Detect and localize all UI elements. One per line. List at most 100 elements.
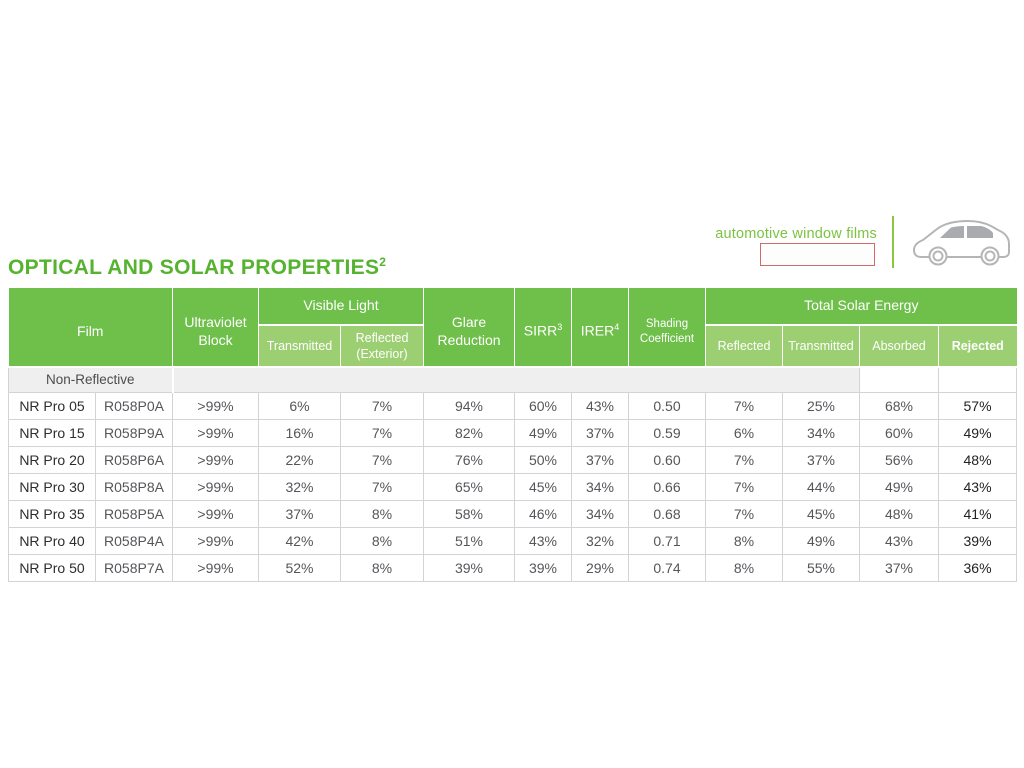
tse-reflected-cell: 7%: [705, 445, 783, 474]
tse-rejected-cell: 57%: [937, 391, 1018, 420]
sirr-cell: 45%: [514, 472, 572, 501]
film-name-cell: NR Pro 15: [8, 418, 96, 447]
glare-reduction-cell: 58%: [423, 499, 515, 528]
logo-placeholder-box: [760, 243, 875, 266]
brand-divider-line: [892, 216, 894, 268]
tse-absorbed-cell: 37%: [859, 553, 939, 582]
sirr-cell: 43%: [514, 526, 572, 555]
film-code-cell: R058P5A: [95, 499, 173, 528]
visible-light-transmitted-cell: 22%: [258, 445, 341, 474]
film-code-cell: R058P9A: [95, 418, 173, 447]
brand-tagline: automotive window films: [715, 226, 877, 242]
header-film: Film: [8, 288, 173, 368]
irer-cell: 32%: [571, 526, 629, 555]
film-code-cell: R058P7A: [95, 553, 173, 582]
tse-absorbed-cell: 43%: [859, 526, 939, 555]
film-name-cell: NR Pro 50: [8, 553, 96, 582]
page-title: OPTICAL AND SOLAR PROPERTIES2: [8, 255, 386, 280]
tse-absorbed-cell: 68%: [859, 391, 939, 420]
shading-coefficient-cell: 0.66: [628, 472, 706, 501]
tse-absorbed-cell: 48%: [859, 499, 939, 528]
glare-reduction-cell: 51%: [423, 526, 515, 555]
section-band: [172, 367, 860, 392]
irer-cell: 37%: [571, 418, 629, 447]
visible-light-reflected-cell: 8%: [340, 553, 424, 582]
tse-reflected-cell: 8%: [705, 526, 783, 555]
visible-light-transmitted-cell: 37%: [258, 499, 341, 528]
visible-light-transmitted-cell: 16%: [258, 418, 341, 447]
film-rows: Non-Reflective NR Pro 05 R058P0A >99% 6% 7% 9…: [8, 366, 1018, 582]
table-row: NR Pro 50 R058P7A >99% 52% 8% 39% 39% 29% 0.74 8%…: [8, 553, 1018, 582]
tse-reflected-cell: 6%: [705, 418, 783, 447]
optical-solar-properties-table: Film Ultraviolet Block Visible Light Gla…: [8, 288, 1018, 582]
film-name-cell: NR Pro 35: [8, 499, 96, 528]
tse-transmitted-cell: 25%: [782, 391, 860, 420]
shading-coefficient-cell: 0.50: [628, 391, 706, 420]
table-row: NR Pro 30 R058P8A >99% 32% 7% 65% 45% 34% 0.66 7%…: [8, 472, 1018, 501]
header-uv-block: Ultraviolet Block: [172, 288, 259, 368]
irer-cell: 43%: [571, 391, 629, 420]
sirr-cell: 49%: [514, 418, 572, 447]
tse-transmitted-cell: 34%: [782, 418, 860, 447]
sirr-cell: 39%: [514, 553, 572, 582]
film-name-cell: NR Pro 30: [8, 472, 96, 501]
section-row: Non-Reflective: [8, 366, 1018, 393]
visible-light-reflected-cell: 7%: [340, 472, 424, 501]
film-name-cell: NR Pro 20: [8, 445, 96, 474]
header-vl-transmitted: Transmitted: [258, 325, 341, 368]
page-title-text: OPTICAL AND SOLAR PROPERTIES: [8, 256, 380, 279]
sirr-cell: 50%: [514, 445, 572, 474]
film-code-cell: R058P4A: [95, 526, 173, 555]
header-tse-absorbed: Absorbed: [859, 325, 939, 368]
table-row: NR Pro 20 R058P6A >99% 22% 7% 76% 50% 37% 0.60 7%…: [8, 445, 1018, 474]
title-footnote-ref: 2: [379, 255, 387, 269]
header-vl-reflected: Reflected (Exterior): [340, 325, 424, 368]
film-code-cell: R058P0A: [95, 391, 173, 420]
tse-rejected-cell: 36%: [937, 553, 1018, 582]
tse-rejected-cell: 41%: [937, 499, 1018, 528]
header-tse-transmitted: Transmitted: [782, 325, 860, 368]
tse-rejected-cell: 43%: [937, 472, 1018, 501]
film-code-cell: R058P6A: [95, 445, 173, 474]
sirr-cell: 46%: [514, 499, 572, 528]
tse-reflected-cell: 7%: [705, 499, 783, 528]
uv-block-cell: >99%: [172, 553, 259, 582]
film-code-cell: R058P8A: [95, 472, 173, 501]
irer-cell: 37%: [571, 445, 629, 474]
glare-reduction-cell: 65%: [423, 472, 515, 501]
uv-block-cell: >99%: [172, 526, 259, 555]
header-irer: IRER4: [571, 288, 629, 368]
film-name-cell: NR Pro 05: [8, 391, 96, 420]
visible-light-reflected-cell: 7%: [340, 391, 424, 420]
visible-light-transmitted-cell: 42%: [258, 526, 341, 555]
header-shading-coefficient: Shading Coefficient: [628, 288, 706, 368]
shading-coefficient-cell: 0.71: [628, 526, 706, 555]
tse-rejected-cell: 49%: [937, 418, 1018, 447]
irer-cell: 29%: [571, 553, 629, 582]
sirr-cell: 60%: [514, 391, 572, 420]
visible-light-transmitted-cell: 6%: [258, 391, 341, 420]
shading-coefficient-cell: 0.74: [628, 553, 706, 582]
irer-cell: 34%: [571, 499, 629, 528]
glare-reduction-cell: 82%: [423, 418, 515, 447]
visible-light-reflected-cell: 8%: [340, 526, 424, 555]
visible-light-reflected-cell: 7%: [340, 445, 424, 474]
visible-light-reflected-cell: 8%: [340, 499, 424, 528]
glare-reduction-cell: 94%: [423, 391, 515, 420]
tse-absorbed-cell: 56%: [859, 445, 939, 474]
shading-coefficient-cell: 0.60: [628, 445, 706, 474]
header-total-solar-energy: Total Solar Energy: [704, 288, 1017, 326]
header-visible-light: Visible Light: [258, 288, 424, 326]
header-tse-reflected: Reflected: [705, 325, 783, 368]
header-glare-reduction: Glare Reduction: [423, 288, 515, 368]
irer-cell: 34%: [571, 472, 629, 501]
sirr-footnote-ref: 3: [557, 322, 563, 333]
tse-reflected-cell: 7%: [705, 472, 783, 501]
visible-light-transmitted-cell: 52%: [258, 553, 341, 582]
tse-rejected-cell: 48%: [937, 445, 1018, 474]
uv-block-cell: >99%: [172, 445, 259, 474]
tse-rejected-cell: 39%: [937, 526, 1018, 555]
header-tse-rejected: Rejected: [937, 325, 1017, 368]
irer-footnote-ref: 4: [614, 322, 620, 333]
